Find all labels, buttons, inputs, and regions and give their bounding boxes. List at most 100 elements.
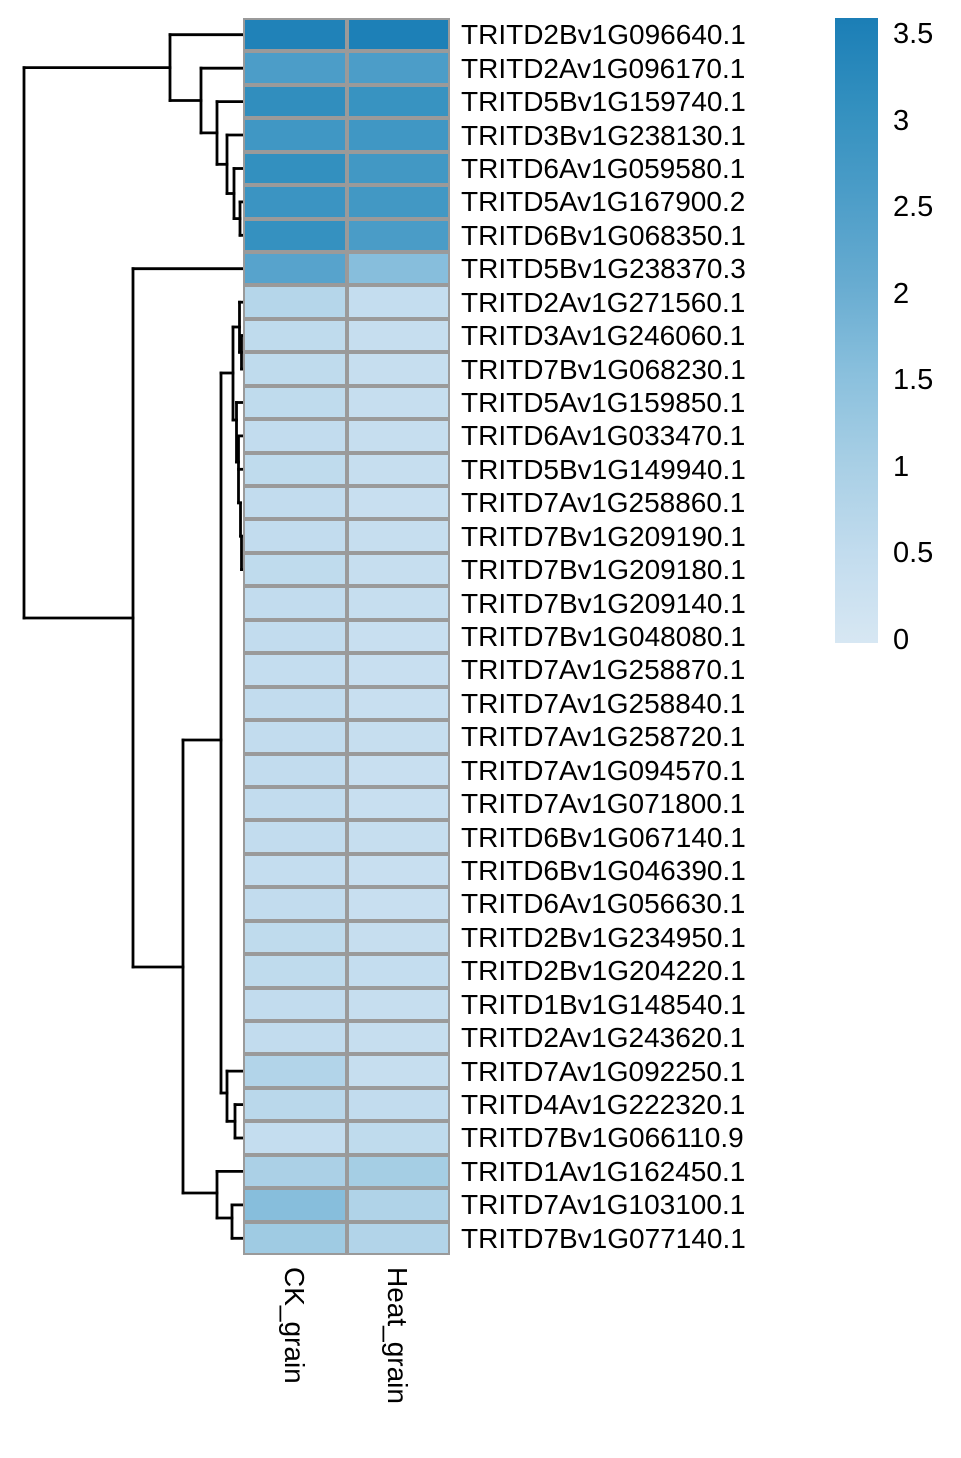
row-label: TRITD6Av1G059580.1 (461, 152, 746, 184)
row-label: TRITD6Bv1G068350.1 (461, 219, 746, 251)
row-label: TRITD6Bv1G067140.1 (461, 821, 746, 853)
heatmap-cell (243, 419, 347, 453)
heatmap-cell (243, 285, 347, 319)
heatmap-cell (346, 318, 450, 353)
row-label: TRITD5Bv1G149940.1 (461, 453, 746, 485)
heatmap-cell (346, 552, 450, 587)
row-label: TRITD7Av1G071800.1 (461, 788, 746, 820)
heatmap-cell (243, 552, 347, 587)
row-label: TRITD2Bv1G234950.1 (461, 921, 746, 953)
heatmap-cell (243, 352, 347, 386)
legend-tick-label: 1 (893, 450, 910, 483)
row-label: TRITD2Bv1G204220.1 (461, 955, 746, 987)
row-label: TRITD7Av1G094570.1 (461, 754, 746, 786)
heatmap-cell (243, 1154, 347, 1189)
heatmap-cell (346, 51, 450, 85)
heatmap-cell (346, 920, 450, 955)
heatmap-cell (346, 786, 450, 821)
heatmap-cell (346, 185, 450, 219)
color-legend-bar (835, 18, 878, 643)
row-label: TRITD5Av1G159850.1 (461, 386, 746, 418)
row-label: TRITD7Bv1G077140.1 (461, 1222, 746, 1254)
heatmap-cell (243, 51, 347, 85)
heatmap-cell (243, 586, 347, 620)
heatmap-cell (346, 1121, 450, 1155)
heatmap-cell (346, 1054, 450, 1088)
heatmap-cell (243, 84, 347, 119)
row-label: TRITD1Bv1G148540.1 (461, 988, 746, 1020)
heatmap-cell (346, 1221, 450, 1255)
heatmap-cell (243, 954, 347, 988)
heatmap-cell (243, 920, 347, 955)
heatmap-cell (243, 720, 347, 754)
heatmap-cell (346, 252, 450, 286)
heatmap-cell (243, 820, 347, 854)
heatmap-cell (346, 1188, 450, 1222)
row-label: TRITD7Bv1G209180.1 (461, 554, 746, 586)
heatmap-cell (243, 118, 347, 152)
legend-tick-label: 0 (893, 624, 910, 656)
heatmap-cell (243, 987, 347, 1021)
heatmap-cell (346, 118, 450, 152)
heatmap-cell (243, 1188, 347, 1222)
row-label: TRITD1Av1G162450.1 (461, 1155, 746, 1187)
heatmap-cell (243, 486, 347, 520)
heatmap-cell (243, 18, 347, 52)
heatmap-cell (243, 753, 347, 787)
row-label: TRITD7Av1G258840.1 (461, 687, 746, 719)
row-label: TRITD7Av1G258860.1 (461, 487, 746, 519)
row-label: TRITD7Av1G092250.1 (461, 1055, 746, 1087)
heatmap-cell (243, 318, 347, 353)
legend-tick-label: 2 (893, 277, 910, 310)
heatmap-cell (346, 753, 450, 787)
heatmap-cell (243, 853, 347, 888)
heatmap-cell (346, 653, 450, 687)
heatmap-cell (243, 653, 347, 687)
heatmap-cell (346, 486, 450, 520)
legend-tick-label: 0.5 (893, 537, 934, 570)
heatmap-cell (243, 1121, 347, 1155)
heatmap-cell (346, 954, 450, 988)
heatmap-cell (346, 853, 450, 888)
heatmap-cell (346, 820, 450, 854)
heatmap-cell (346, 720, 450, 754)
row-label: TRITD7Bv1G068230.1 (461, 353, 746, 385)
row-label: TRITD7Av1G258870.1 (461, 654, 746, 686)
heatmap-cell (243, 151, 347, 186)
row-label: TRITD2Bv1G096640.1 (461, 19, 746, 51)
row-label: TRITD3Av1G246060.1 (461, 320, 746, 352)
heatmap-cell (346, 887, 450, 921)
row-label: TRITD2Av1G271560.1 (461, 286, 746, 318)
row-label: TRITD7Bv1G048080.1 (461, 621, 746, 652)
row-label: TRITD6Av1G033470.1 (461, 420, 746, 452)
heatmap-cell (346, 285, 450, 319)
heatmap-cell (243, 686, 347, 721)
heatmap-cell (243, 519, 347, 553)
heatmap-cell (346, 1087, 450, 1122)
row-label: TRITD2Av1G243620.1 (461, 1022, 746, 1054)
row-label: TRITD5Bv1G159740.1 (461, 86, 746, 118)
heatmap-cell (346, 686, 450, 721)
row-label: TRITD5Av1G167900.2 (461, 186, 746, 218)
row-label: TRITD3Bv1G238130.1 (461, 119, 746, 151)
row-label: TRITD6Av1G056630.1 (461, 888, 746, 920)
row-label: TRITD7Bv1G209190.1 (461, 520, 746, 552)
heatmap-cell (243, 887, 347, 921)
legend-tick-label: 3.5 (893, 18, 934, 50)
heatmap-cell (346, 1154, 450, 1189)
heatmap-cell (243, 385, 347, 420)
heatmap-cell (243, 218, 347, 253)
heatmap-cell (346, 519, 450, 553)
legend-tick-label: 3 (893, 104, 910, 137)
heatmap-cell (243, 1087, 347, 1122)
row-label: TRITD2Av1G096170.1 (461, 52, 746, 84)
heatmap-cell (346, 419, 450, 453)
column-label-heat-grain: Heat_grain (382, 1267, 414, 1404)
row-label: TRITD7Bv1G066110.9 (461, 1122, 744, 1154)
heatmap-cell (243, 1020, 347, 1055)
heatmap-cell (243, 185, 347, 219)
row-label: TRITD4Av1G222320.1 (461, 1089, 746, 1121)
heatmap-cell (243, 452, 347, 487)
